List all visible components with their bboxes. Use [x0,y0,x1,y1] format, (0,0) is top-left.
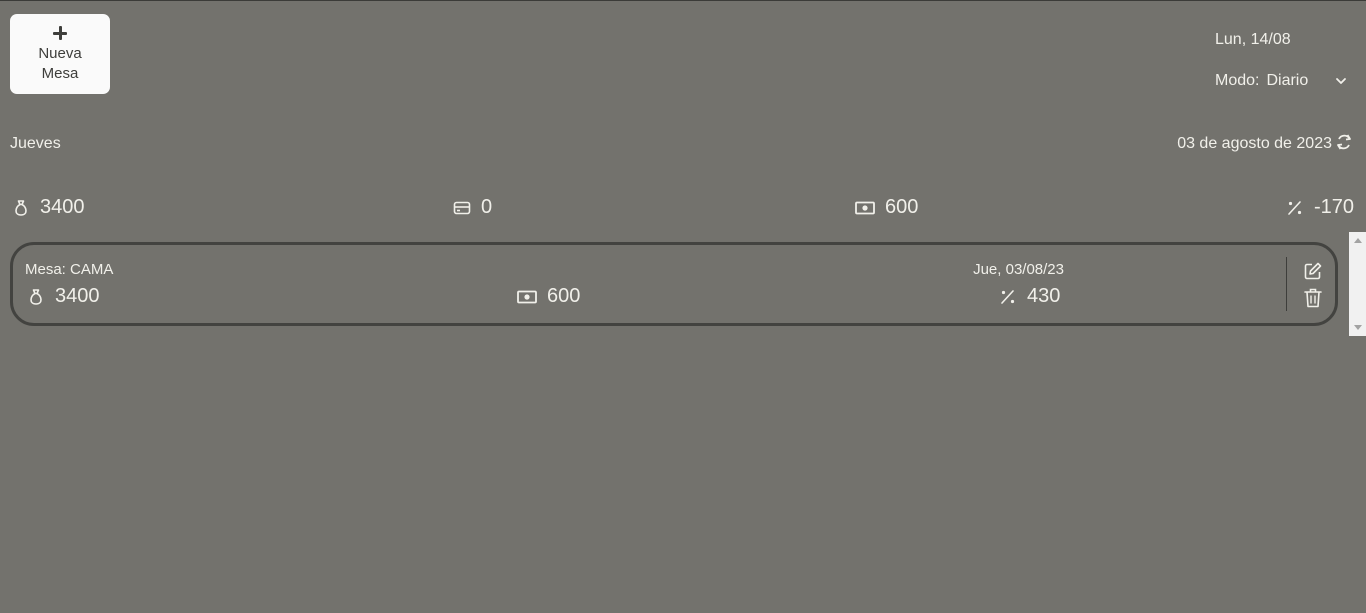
total-card: 0 [453,196,492,219]
total-percent-value: -170 [1314,196,1355,218]
money-bag-icon [15,199,27,216]
table-date: Jue, 03/08/23 [973,261,1064,278]
full-date-label: 03 de agosto de 2023 [1177,135,1332,152]
top-border [0,0,1366,1]
total-percent: -170 [1286,196,1354,219]
refresh-icon[interactable] [1335,132,1353,152]
plus-icon [52,25,68,41]
total-bag-value: 3400 [40,196,85,218]
table-bag-value: 3400 [55,285,100,307]
money-bag-icon [30,288,42,305]
table-cash-value: 600 [547,285,581,307]
table-card[interactable]: Mesa: CAMA Jue, 03/08/23 3400 600 430 [10,242,1338,326]
percent-icon [1288,200,1302,215]
new-table-label-line1: Nueva [38,44,82,62]
new-table-button[interactable]: Nueva Mesa [10,14,110,94]
table-name: Mesa: CAMA [25,261,114,278]
credit-card-icon [453,201,471,214]
table-bag: 3400 [27,285,100,308]
mode-value: Diario [1266,72,1309,89]
percent-icon [1001,289,1015,304]
mode-select[interactable]: Modo: Diario [1215,72,1348,90]
scroll-down-arrow[interactable] [1354,325,1362,330]
scroll-up-arrow[interactable] [1354,238,1362,243]
total-bag: 3400 [12,196,85,219]
trash-icon[interactable] [1303,287,1323,309]
card-divider [1286,257,1287,311]
list-scrollbar[interactable] [1349,232,1366,336]
new-table-label-line2: Mesa [41,64,79,82]
edit-icon[interactable] [1303,261,1323,281]
total-cash: 600 [855,196,918,219]
table-cash: 600 [517,285,580,308]
total-cash-value: 600 [885,196,919,218]
current-date: Lun, 14/08 [1215,31,1291,48]
table-percent-value: 430 [1027,285,1061,307]
total-card-value: 0 [481,196,493,218]
table-percent: 430 [999,285,1060,308]
cash-icon [517,290,537,303]
weekday-label: Jueves [10,135,61,152]
chevron-down-icon [1336,78,1347,84]
cash-icon [855,201,875,214]
mode-label: Modo: [1215,72,1260,89]
